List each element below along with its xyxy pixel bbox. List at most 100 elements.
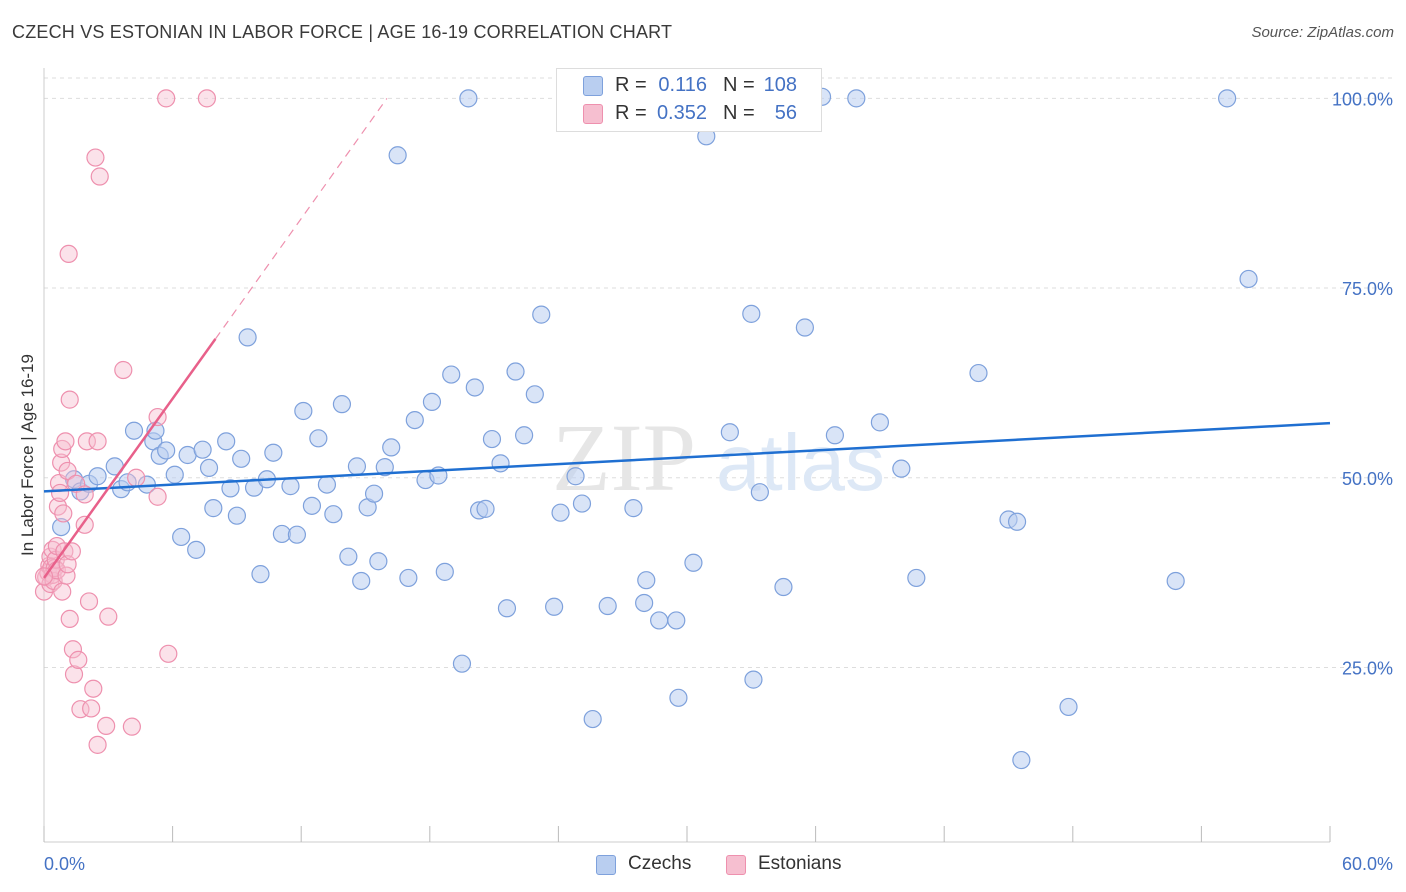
estonian-point[interactable] <box>88 735 107 754</box>
czech-point[interactable] <box>309 429 328 448</box>
czech-point[interactable] <box>795 318 814 337</box>
estonian-point[interactable] <box>86 148 105 167</box>
czech-point[interactable] <box>1239 269 1258 289</box>
estonian-point[interactable] <box>88 432 107 451</box>
czech-point[interactable] <box>324 505 343 524</box>
estonian-point[interactable] <box>63 640 83 659</box>
czech-point[interactable] <box>382 438 401 457</box>
estonian-point[interactable] <box>54 504 73 523</box>
czech-point[interactable] <box>388 146 407 165</box>
czech-point[interactable] <box>442 365 461 384</box>
czech-point[interactable] <box>422 392 442 411</box>
czech-point[interactable] <box>317 475 337 494</box>
czech-point[interactable] <box>847 89 866 108</box>
czech-point[interactable] <box>583 709 602 729</box>
czech-point[interactable] <box>435 562 454 581</box>
czech-point[interactable] <box>264 443 283 462</box>
czech-point[interactable] <box>251 565 270 584</box>
czech-point[interactable] <box>217 432 236 451</box>
estonian-point[interactable] <box>99 607 118 626</box>
czech-point[interactable] <box>1166 571 1185 591</box>
czech-point[interactable] <box>199 458 219 477</box>
czech-point[interactable] <box>515 426 534 445</box>
czech-point[interactable] <box>497 599 517 618</box>
czech-point[interactable] <box>525 385 544 404</box>
estonian-point[interactable] <box>53 582 72 601</box>
czech-point[interactable] <box>907 568 926 588</box>
czech-point[interactable] <box>551 503 570 522</box>
czech-point[interactable] <box>232 449 251 468</box>
czech-point[interactable] <box>720 423 739 442</box>
czech-point[interactable] <box>669 688 688 707</box>
czech-point[interactable] <box>598 596 617 616</box>
czech-point[interactable] <box>88 467 107 486</box>
czech-point[interactable] <box>352 571 371 591</box>
czech-point[interactable] <box>287 525 307 544</box>
czech-point[interactable] <box>1218 89 1237 108</box>
czech-point[interactable] <box>227 506 246 525</box>
czech-point[interactable] <box>825 426 844 445</box>
czech-point[interactable] <box>1007 512 1027 531</box>
czech-point[interactable] <box>650 611 669 630</box>
czech-point[interactable] <box>165 465 184 484</box>
czech-point[interactable] <box>750 483 769 502</box>
estonian-point[interactable] <box>69 650 88 669</box>
estonian-point[interactable] <box>159 644 178 663</box>
czech-point[interactable] <box>364 484 384 503</box>
estonian-point[interactable] <box>122 717 141 736</box>
czech-point[interactable] <box>459 89 478 108</box>
czech-point[interactable] <box>405 410 424 430</box>
czech-point[interactable] <box>221 479 240 498</box>
czech-point[interactable] <box>172 527 191 547</box>
czech-point[interactable] <box>238 328 257 347</box>
czech-point[interactable] <box>339 547 358 566</box>
czech-point[interactable] <box>294 401 313 421</box>
estonian-point[interactable] <box>59 244 78 264</box>
czech-point[interactable] <box>635 593 654 613</box>
czech-point[interactable] <box>491 454 510 473</box>
czech-point[interactable] <box>375 458 394 477</box>
estonian-point[interactable] <box>58 461 77 481</box>
czech-point[interactable] <box>667 611 686 630</box>
czech-point[interactable] <box>281 477 300 496</box>
czech-point[interactable] <box>332 395 352 414</box>
estonian-point[interactable] <box>84 679 103 698</box>
czech-point[interactable] <box>204 499 223 518</box>
czech-point[interactable] <box>969 363 988 383</box>
czech-point[interactable] <box>892 459 911 478</box>
estonian-point[interactable] <box>157 89 176 108</box>
estonian-point[interactable] <box>60 609 79 629</box>
czech-point[interactable] <box>566 467 585 486</box>
czech-point[interactable] <box>452 654 472 673</box>
czech-point[interactable] <box>193 440 212 459</box>
czech-point[interactable] <box>870 413 890 432</box>
estonian-point[interactable] <box>148 487 167 506</box>
czech-point[interactable] <box>572 494 592 513</box>
czech-point[interactable] <box>684 553 703 572</box>
czech-point[interactable] <box>187 540 206 559</box>
czech-point[interactable] <box>637 571 656 590</box>
estonian-point[interactable] <box>82 699 101 718</box>
czech-point[interactable] <box>369 552 388 571</box>
czech-point[interactable] <box>465 378 484 397</box>
czech-point[interactable] <box>399 568 418 588</box>
czech-point[interactable] <box>1059 697 1078 717</box>
estonian-point[interactable] <box>127 468 146 487</box>
czech-point[interactable] <box>532 305 551 324</box>
estonian-point[interactable] <box>77 432 96 451</box>
czech-point[interactable] <box>302 496 322 515</box>
czech-point[interactable] <box>624 499 643 518</box>
czech-point[interactable] <box>124 421 144 440</box>
czech-point[interactable] <box>347 457 367 476</box>
czech-point[interactable] <box>744 670 763 689</box>
czech-point[interactable] <box>52 517 71 537</box>
estonian-point[interactable] <box>197 89 216 108</box>
czech-point[interactable] <box>742 304 761 323</box>
czech-point[interactable] <box>476 499 495 518</box>
estonian-point[interactable] <box>56 432 75 451</box>
estonian-point[interactable] <box>60 390 79 409</box>
estonian-point[interactable] <box>64 665 84 684</box>
estonian-point[interactable] <box>114 360 133 380</box>
czech-point[interactable] <box>506 362 525 381</box>
czech-point[interactable] <box>1012 750 1031 770</box>
